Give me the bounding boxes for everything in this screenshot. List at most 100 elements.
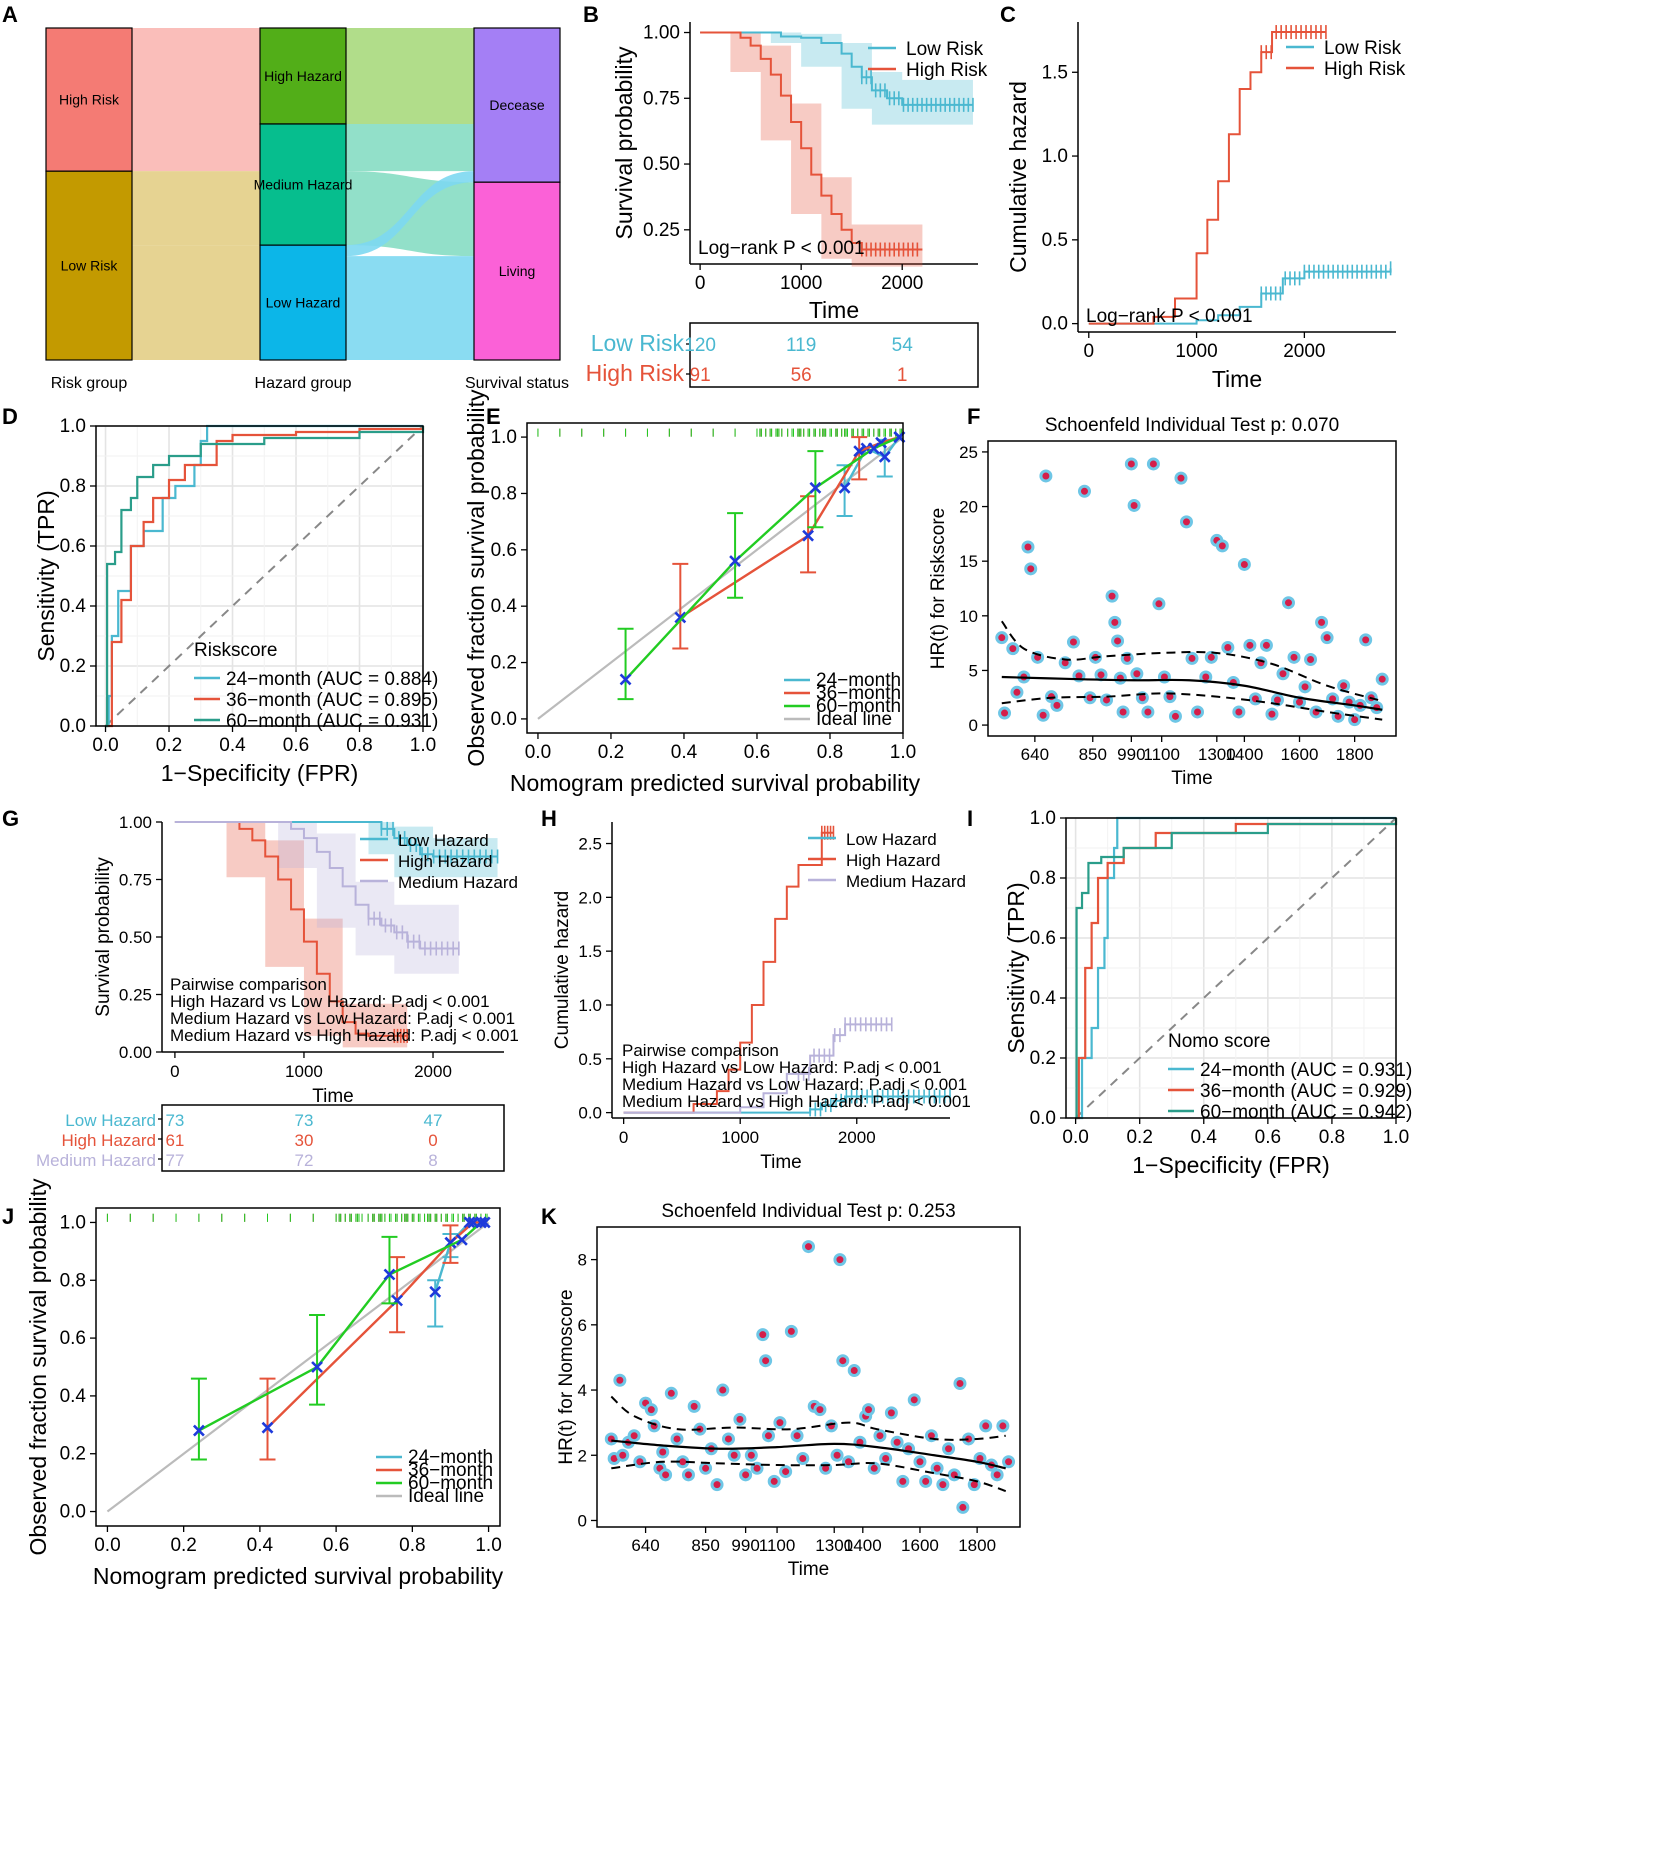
residual-point [784, 1324, 798, 1338]
risk-table-row-label: High Risk [586, 360, 685, 386]
legend-label: High Risk [1324, 59, 1406, 80]
x-tick-label: 0.0 [1062, 1127, 1088, 1148]
y-axis-title: Survival probability [611, 46, 637, 240]
residual-point [879, 1452, 893, 1466]
panel-g-km-hazard: 0.00 0.25 0.50 0.75 1.00 0 1000 2000 Time Surviva… [36, 813, 519, 1172]
x-axis-title: Nomogram predicted survival probability [510, 770, 921, 796]
residual-point [1375, 672, 1389, 686]
residual-point [761, 1429, 775, 1443]
pairwise-annotation: Medium Hazard vs Low Hazard: P.adj < 0.0… [622, 1075, 967, 1094]
residual-point [907, 1393, 921, 1407]
y-tick-label: 15 [959, 552, 978, 571]
y-tick-label: 0.5 [578, 1050, 602, 1069]
panel-f-schoenfeld: Schoenfeld Individual Test p: 0.070 0 5 10 1… [928, 415, 1397, 789]
residual-point [930, 1461, 944, 1475]
legend-label: 24−month [408, 1447, 493, 1468]
residual-point [1130, 667, 1144, 681]
panel-letter-g: G [2, 806, 19, 831]
x-axis-title: Time [1171, 768, 1213, 789]
panel-b-km-risk: 0.25 0.50 0.75 1.00 0 1000 2000 Time Survival pr… [586, 22, 988, 388]
x-tick-label: 0.2 [156, 735, 182, 756]
residual-point [1298, 680, 1312, 694]
y-tick-label: 1.0 [1042, 146, 1068, 167]
alluvial-node-label: Medium Hazard [254, 177, 353, 193]
risk-table-value: 0 [428, 1131, 437, 1150]
x-tick-label: 2000 [881, 273, 923, 294]
y-tick-label: 2 [578, 1446, 587, 1465]
y-axis-title: Observed fraction survival probability [25, 1178, 51, 1556]
roc-curve [1075, 816, 1396, 1120]
panel-letter-f: F [967, 404, 980, 429]
residual-point [833, 1253, 847, 1267]
risk-table-value: 61 [165, 1131, 184, 1150]
risk-table-row-label: Low Hazard [65, 1111, 156, 1130]
ci-band [174, 822, 498, 878]
y-tick-label: 0.6 [60, 536, 86, 557]
residual-point [1116, 705, 1130, 719]
panel-letter-k: K [541, 1204, 557, 1229]
legend-title: Nomo score [1168, 1031, 1270, 1052]
x-tick-label: 0.8 [1319, 1127, 1345, 1148]
legend-label: 24−month [816, 670, 901, 691]
legend-label: Low Hazard [398, 831, 489, 850]
x-axis-title: 1−Specificity (FPR) [1132, 1152, 1329, 1178]
residual-point [1174, 471, 1188, 485]
upper-ci-line [610, 1395, 1006, 1441]
x-tick-label: 1.0 [410, 735, 436, 756]
residual-point [979, 1419, 993, 1433]
x-tick-label: 0.6 [283, 735, 309, 756]
panel-i-roc-nomo: 0.0 0.2 0.4 0.6 0.8 1.0 0.0 0.2 0.4 0.6 0.8 1.0 1−Sp… [1003, 808, 1412, 1178]
panel-k-schoenfeld: Schoenfeld Individual Test p: 0.253 0 2 4 6 8… [556, 1201, 1021, 1580]
residual-point [744, 1448, 758, 1462]
x-tick-label: 0.6 [323, 1535, 349, 1556]
x-tick-label: 1000 [721, 1128, 759, 1147]
pairwise-annotation: High Hazard vs Low Hazard: P.adj < 0.001 [622, 1058, 942, 1077]
legend-label: Low Hazard [846, 830, 937, 849]
legend-label: High Hazard [846, 851, 941, 870]
y-tick-label: 0.0 [1030, 1108, 1056, 1129]
residual-point [699, 1461, 713, 1475]
y-tick-label: 0.0 [1042, 314, 1068, 335]
lower-ci-line [1001, 692, 1383, 721]
legend-label: High Risk [906, 60, 988, 81]
panel-letter-e: E [486, 404, 501, 429]
calibration-point [383, 1268, 396, 1281]
legend-label: 60−month [816, 696, 901, 717]
y-tick-label: 0.0 [60, 1502, 86, 1523]
residual-point [644, 1403, 658, 1417]
residual-point [779, 1465, 793, 1479]
residual-point [990, 1468, 1004, 1482]
x-tick-label: 2000 [838, 1128, 876, 1147]
risk-table-value: 56 [791, 365, 812, 386]
residual-point [1113, 671, 1127, 685]
y-tick-label: 0.5 [1042, 230, 1068, 251]
curve-high-risk [700, 31, 923, 251]
residual-point [721, 1432, 735, 1446]
residual-point [896, 1474, 910, 1488]
y-tick-label: 0.6 [1030, 928, 1056, 949]
residual-point [659, 1468, 673, 1482]
residual-point [733, 1412, 747, 1426]
risk-table-value: 8 [428, 1151, 437, 1170]
y-tick-label: 0.50 [119, 928, 152, 947]
y-tick-label: 0.8 [491, 483, 517, 504]
residual-point [790, 1429, 804, 1443]
legend-label: Low Risk [1324, 38, 1402, 59]
ci-band [174, 822, 459, 974]
calibration-point [878, 450, 891, 463]
y-tick-label: 0.2 [1030, 1048, 1056, 1069]
residual-point [942, 1442, 956, 1456]
calibration-point [802, 529, 815, 542]
curve-high-risk [1088, 31, 1326, 325]
residual-point [1152, 597, 1166, 611]
y-tick-label: 0.2 [60, 1444, 86, 1465]
x-axis-title: Time [1212, 366, 1262, 392]
residual-point [842, 1455, 856, 1469]
residual-point [884, 1406, 898, 1420]
residual-point [1359, 633, 1373, 647]
residual-point [1265, 707, 1279, 721]
panel-letter-d: D [2, 404, 18, 429]
panel-letter-b: B [583, 2, 599, 27]
curve-high-hazard [174, 821, 408, 1037]
alluvial-node-label: Decease [489, 97, 544, 113]
